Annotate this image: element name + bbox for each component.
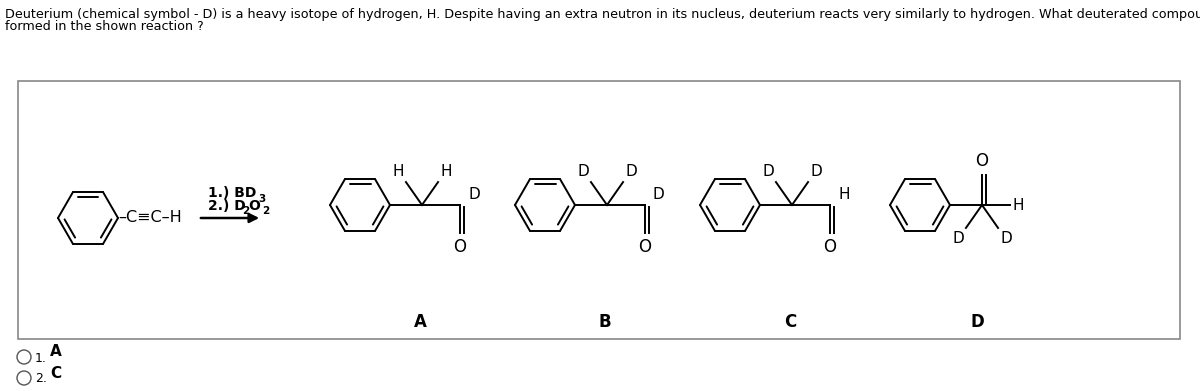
- Text: 2: 2: [242, 206, 250, 216]
- Text: D: D: [970, 313, 984, 331]
- Text: O: O: [976, 152, 989, 170]
- Text: D: D: [1000, 231, 1012, 246]
- Text: H: H: [440, 164, 451, 179]
- Text: C: C: [784, 313, 796, 331]
- Text: A: A: [50, 344, 61, 359]
- Text: D: D: [810, 164, 822, 179]
- Text: 2.: 2.: [35, 373, 47, 386]
- Text: H: H: [1013, 197, 1025, 212]
- Text: H: H: [838, 187, 850, 202]
- Text: 1.: 1.: [35, 352, 47, 364]
- Text: D: D: [577, 164, 589, 179]
- Text: 3: 3: [258, 194, 265, 204]
- Text: Deuterium (chemical symbol - D) is a heavy isotope of hydrogen, H. Despite havin: Deuterium (chemical symbol - D) is a hea…: [5, 8, 1200, 21]
- Text: B: B: [599, 313, 611, 331]
- Text: D: D: [952, 231, 964, 246]
- Text: formed in the shown reaction ?: formed in the shown reaction ?: [5, 20, 204, 33]
- Text: C: C: [50, 366, 61, 380]
- Text: O: O: [454, 238, 467, 256]
- Text: 2: 2: [262, 206, 269, 216]
- Text: 1.) BD: 1.) BD: [208, 186, 257, 200]
- Text: D: D: [762, 164, 774, 179]
- Text: O: O: [823, 238, 836, 256]
- Text: –C≡C–H: –C≡C–H: [118, 210, 181, 226]
- Text: D: D: [653, 187, 665, 202]
- Text: A: A: [414, 313, 426, 331]
- Bar: [18, 81, 1180, 339]
- Text: O: O: [248, 199, 260, 213]
- Text: H: H: [392, 164, 404, 179]
- Text: D: D: [468, 187, 480, 202]
- Text: 2.) D: 2.) D: [208, 199, 246, 213]
- Text: D: D: [625, 164, 637, 179]
- Text: O: O: [638, 238, 652, 256]
